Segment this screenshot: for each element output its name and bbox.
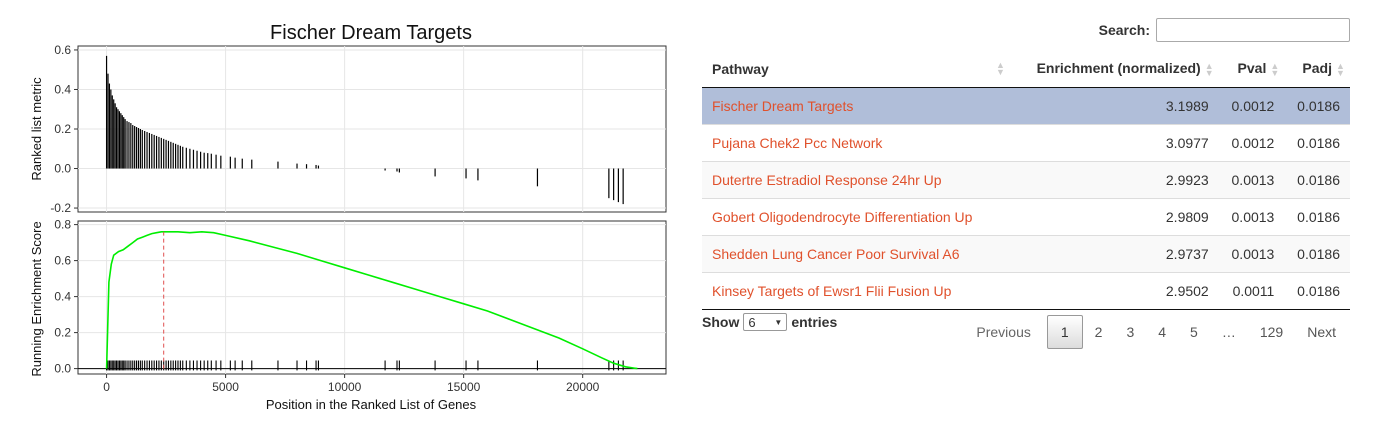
- pathway-link[interactable]: Pujana Chek2 Pcc Network: [702, 124, 1018, 162]
- sort-icon: ▲ ▼: [1336, 60, 1345, 78]
- x-axis-ticks: 0 5000 10000 15000 20000: [103, 374, 600, 394]
- column-header-label: Padj: [1302, 60, 1332, 77]
- column-header-label: Pathway: [712, 60, 769, 77]
- top-ylabel: Ranked list metric: [29, 77, 44, 181]
- y-tick-label: -0.2: [50, 201, 71, 215]
- sort-icon: ▲ ▼: [996, 60, 1005, 77]
- dropdown-caret-icon: ▼: [774, 317, 783, 327]
- pval-value: 0.0013: [1218, 198, 1285, 236]
- pathway-link[interactable]: Fischer Dream Targets: [712, 98, 854, 114]
- table-row[interactable]: Fischer Dream Targets 3.1989 0.0012 0.01…: [702, 87, 1350, 125]
- page-button-last[interactable]: 129: [1259, 324, 1284, 340]
- entries-length-control: Show 6 ▼ entries: [702, 313, 837, 331]
- enrichment-value: 2.9923: [1018, 161, 1219, 199]
- pathway-link[interactable]: Dutertre Estradiol Response 24hr Up: [702, 161, 1018, 199]
- search-input[interactable]: [1156, 18, 1350, 42]
- pathway-link[interactable]: Gobert Oligodendrocyte Differentiation U…: [702, 198, 1018, 236]
- page-button-4[interactable]: 4: [1158, 324, 1167, 340]
- bottom-panel-yticks: 0.8 0.6 0.4 0.2 0.0: [54, 218, 78, 376]
- enrichment-value: 3.0977: [1018, 124, 1219, 162]
- pval-value: 0.0013: [1218, 161, 1285, 199]
- results-table: Pathway ▲ ▼ Enrichment (normalized) ▲ ▼ Pva…: [702, 50, 1350, 310]
- y-tick-label: 0.4: [54, 82, 71, 96]
- show-label: Show: [702, 314, 740, 330]
- enrichment-value: 2.9809: [1018, 198, 1219, 236]
- y-tick-label: 0.2: [54, 326, 71, 340]
- table-row[interactable]: Dutertre Estradiol Response 24hr Up 2.99…: [702, 161, 1350, 199]
- search-label: Search:: [1098, 22, 1150, 38]
- padj-value: 0.0186: [1284, 124, 1350, 162]
- table-row[interactable]: Kinsey Targets of Ewsr1 Flii Fusion Up 2…: [702, 272, 1350, 310]
- y-tick-label: 0.0: [54, 162, 71, 176]
- table-row[interactable]: Pujana Chek2 Pcc Network 3.0977 0.0012 0…: [702, 124, 1350, 162]
- entries-label: entries: [791, 314, 838, 330]
- page-button-5[interactable]: 5: [1190, 324, 1198, 340]
- table-row[interactable]: Shedden Lung Cancer Poor Survival A6 2.9…: [702, 235, 1350, 273]
- pval-value: 0.0011: [1218, 272, 1285, 310]
- column-header-label: Enrichment (normalized): [1036, 60, 1201, 77]
- y-tick-label: 0.8: [54, 218, 71, 232]
- column-header-enrichment[interactable]: Enrichment (normalized) ▲ ▼: [1018, 50, 1219, 88]
- enrichment-value: 2.9737: [1018, 235, 1219, 273]
- x-tick-label: 15000: [447, 380, 481, 394]
- padj-value: 0.0186: [1284, 235, 1350, 273]
- previous-page-button[interactable]: Previous: [976, 324, 1031, 340]
- padj-value: 0.0186: [1284, 161, 1350, 199]
- running-es-line: [105, 230, 638, 370]
- gsea-plot: Fischer Dream Targets 0.6 0.4 0.2 0.0 -0.2 R…: [0, 0, 680, 427]
- top-panel-hits: [105, 55, 624, 205]
- padj-value: 0.0186: [1284, 198, 1350, 236]
- pagination: Previous 1 2 3 4 5 … 129 Next: [976, 315, 1350, 349]
- page-button-3[interactable]: 3: [1126, 324, 1135, 340]
- bottom-panel-hits: [78, 360, 666, 371]
- column-header-padj[interactable]: Padj ▲ ▼: [1284, 50, 1350, 88]
- x-tick-label: 0: [103, 380, 110, 394]
- page-button-2[interactable]: 2: [1094, 324, 1103, 340]
- entries-select[interactable]: 6 ▼: [743, 313, 788, 331]
- y-tick-label: 0.6: [54, 254, 71, 268]
- enrichment-value: 2.9502: [1018, 272, 1219, 310]
- padj-value: 0.0186: [1284, 272, 1350, 310]
- enrichment-value: 3.1989: [1165, 98, 1209, 114]
- x-axis-label: Position in the Ranked List of Genes: [266, 397, 477, 412]
- search-box: Search:: [1099, 17, 1350, 43]
- padj-value: 0.0186: [1297, 98, 1340, 114]
- y-tick-label: 0.4: [54, 290, 71, 304]
- plot-title: Fischer Dream Targets: [270, 22, 472, 44]
- gsea-plot-svg: Fischer Dream Targets 0.6 0.4 0.2 0.0 -0.2 R…: [29, 22, 667, 412]
- x-tick-label: 20000: [566, 380, 600, 394]
- column-header-label: Pval: [1237, 60, 1267, 77]
- next-page-button[interactable]: Next: [1307, 324, 1336, 340]
- bottom-panel-frame: [77, 220, 667, 375]
- pathway-link[interactable]: Shedden Lung Cancer Poor Survival A6: [702, 235, 1018, 273]
- x-tick-label: 10000: [328, 380, 362, 394]
- pathway-link[interactable]: Kinsey Targets of Ewsr1 Flii Fusion Up: [702, 272, 1018, 310]
- bottom-ylabel: Running Enrichment Score: [29, 221, 44, 376]
- column-header-pval[interactable]: Pval ▲ ▼: [1218, 50, 1285, 88]
- sort-icon: ▲ ▼: [1204, 60, 1214, 78]
- table-header-row: Pathway ▲ ▼ Enrichment (normalized) ▲ ▼ Pva…: [702, 50, 1350, 88]
- top-panel-yticks: 0.6 0.4 0.2 0.0 -0.2: [50, 43, 78, 215]
- entries-select-value: 6: [748, 314, 756, 330]
- y-tick-label: 0.0: [54, 362, 71, 376]
- results-panel: Search: Pathway ▲ ▼ Enrichment (normalize…: [702, 0, 1350, 427]
- y-tick-label: 0.6: [54, 43, 71, 57]
- pval-value: 0.0013: [1218, 235, 1285, 273]
- page-button-1[interactable]: 1: [1046, 315, 1083, 349]
- pval-value: 0.0012: [1218, 124, 1285, 162]
- x-tick-label: 5000: [212, 380, 239, 394]
- table-row[interactable]: Gobert Oligodendrocyte Differentiation U…: [702, 198, 1350, 236]
- y-tick-label: 0.2: [54, 122, 71, 136]
- page-ellipsis: …: [1221, 324, 1236, 340]
- pval-value: 0.0012: [1231, 98, 1275, 114]
- sort-icon: ▲ ▼: [1270, 60, 1280, 78]
- column-header-pathway[interactable]: Pathway ▲ ▼: [702, 50, 1018, 88]
